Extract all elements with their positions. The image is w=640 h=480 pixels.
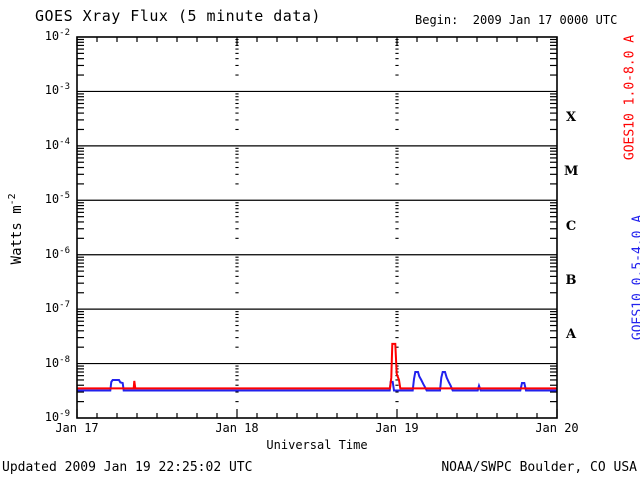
begin-timestamp: Begin: 2009 Jan 17 0000 UTC xyxy=(415,13,618,27)
x-axis-title: Universal Time xyxy=(266,438,368,452)
source-credit: NOAA/SWPC Boulder, CO USA xyxy=(441,460,637,475)
legend-short-channel: GOES10 0.5-4.0 A xyxy=(630,215,640,341)
legend-long-channel: GOES10 1.0-8.0 A xyxy=(622,34,638,161)
updated-timestamp: Updated 2009 Jan 19 22:25:02 UTC xyxy=(2,460,253,475)
chart-title: GOES Xray Flux (5 minute data) xyxy=(35,7,321,25)
